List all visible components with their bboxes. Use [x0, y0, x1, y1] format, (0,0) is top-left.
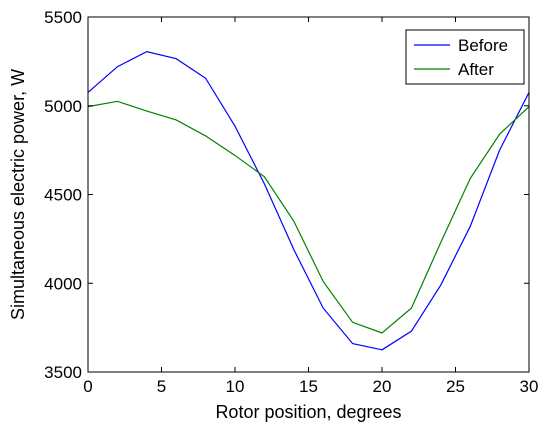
y-axis-ticks: 3500 4000 4500 5000 5500 — [44, 8, 529, 382]
x-tick-label: 0 — [83, 377, 92, 396]
y-tick-label: 4000 — [44, 274, 82, 293]
y-axis-title: Simultaneous electric power, W — [8, 69, 28, 320]
y-tick-label: 4500 — [44, 186, 82, 205]
y-tick-label: 5000 — [44, 97, 82, 116]
legend: Before After — [405, 29, 525, 85]
x-tick-label: 30 — [520, 377, 539, 396]
x-axis-title: Rotor position, degrees — [215, 402, 401, 422]
x-tick-label: 25 — [446, 377, 465, 396]
y-tick-label: 3500 — [44, 363, 82, 382]
x-axis-ticks: 0 5 10 15 20 25 30 — [83, 17, 538, 396]
series-lines — [87, 50, 530, 351]
x-tick-label: 10 — [226, 377, 245, 396]
legend-label-after: After — [458, 60, 494, 79]
series-line-before — [87, 50, 530, 351]
series-line-after — [87, 100, 530, 334]
legend-label-before: Before — [458, 36, 508, 55]
x-tick-label: 20 — [373, 377, 392, 396]
y-tick-label: 5500 — [44, 8, 82, 27]
legend-box — [405, 29, 525, 85]
x-tick-label: 5 — [157, 377, 166, 396]
x-tick-label: 15 — [299, 377, 318, 396]
